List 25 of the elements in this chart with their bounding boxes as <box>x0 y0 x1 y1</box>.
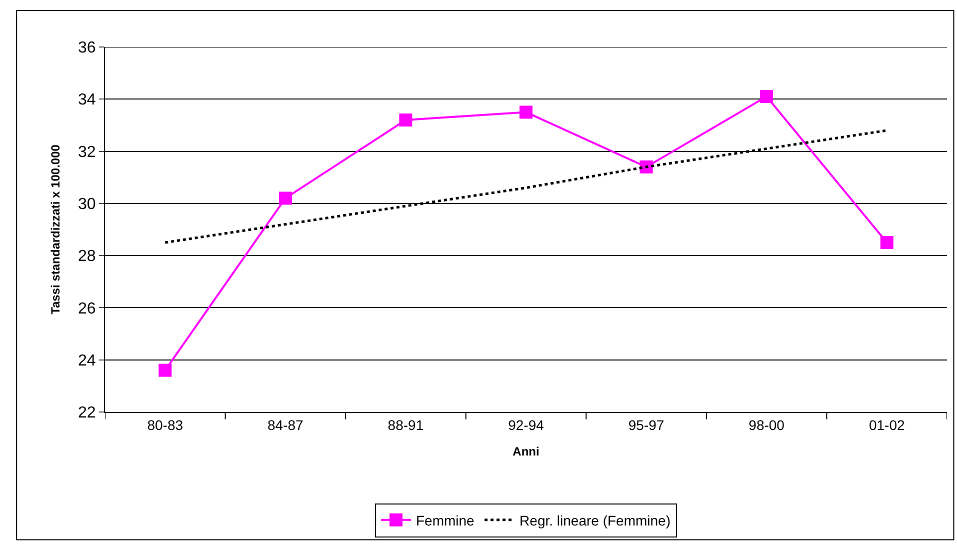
x-axis-title: Anni <box>512 444 540 459</box>
y-tick-label: 22 <box>78 404 96 422</box>
y-tick-label: 30 <box>78 196 96 214</box>
x-tick-label: 95-97 <box>628 416 664 433</box>
point <box>880 236 894 250</box>
point <box>399 114 412 126</box>
x-tick-label: 92-94 <box>508 416 544 433</box>
y-tick-label: 24 <box>78 352 96 370</box>
y-axis-title: Tassi standardizzati x 100.000 <box>48 144 62 314</box>
x-tick-label: 01-02 <box>868 416 905 433</box>
y-tick-label: 34 <box>78 92 96 109</box>
legend-label: Regr. lineare (Femmine) <box>520 512 670 528</box>
x-tick-label: 80-83 <box>147 416 184 433</box>
point <box>278 192 292 205</box>
y-tick-label: 28 <box>78 248 96 266</box>
y-tick-label: 36 <box>78 40 96 57</box>
point <box>158 364 172 377</box>
x-tick-label: 84-87 <box>268 416 304 433</box>
point <box>760 90 774 104</box>
y-tick-label: 26 <box>78 300 96 318</box>
y-tick-label: 32 <box>78 144 96 161</box>
x-tick-label: 88-91 <box>388 416 424 433</box>
point <box>520 106 532 119</box>
legend-label: Femmine <box>416 512 475 528</box>
x-tick-label: 98-00 <box>748 416 785 433</box>
